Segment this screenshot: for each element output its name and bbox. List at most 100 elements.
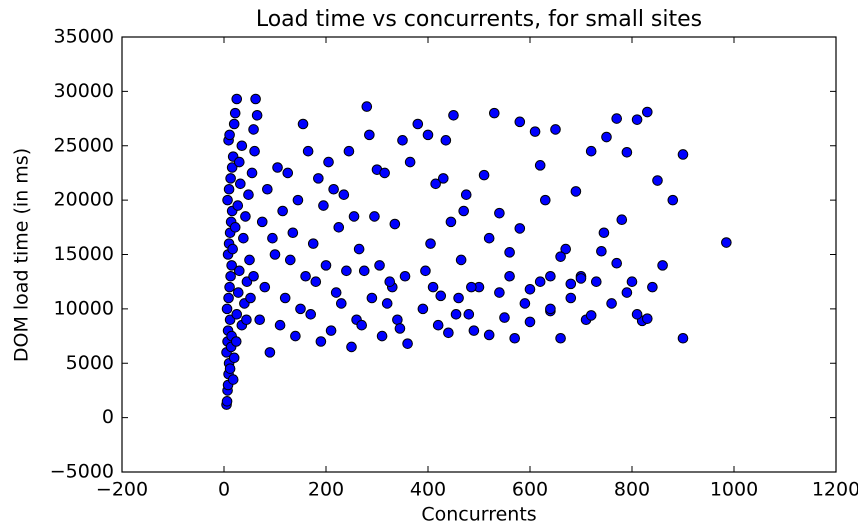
point (346, 341, 357, 353)
point (585, 145, 597, 157)
point (534, 160, 546, 171)
point (460, 189, 472, 200)
point (412, 118, 424, 130)
point (310, 276, 322, 287)
point (227, 243, 238, 255)
x-tick-label: −200 (96, 479, 148, 501)
point (225, 173, 236, 184)
point (440, 135, 452, 146)
point (229, 222, 241, 233)
point (389, 218, 401, 230)
x-tick-label: 1200 (812, 479, 858, 501)
point (315, 336, 327, 347)
point (374, 260, 385, 271)
point (364, 129, 375, 141)
point (381, 298, 393, 309)
point (545, 303, 556, 315)
point (565, 278, 577, 290)
point (228, 118, 240, 130)
point (545, 270, 556, 282)
point (295, 303, 306, 315)
point (333, 222, 345, 233)
y-tick-label: 5000 (66, 352, 114, 374)
point (404, 156, 416, 168)
y-tick-label: 30000 (54, 80, 114, 102)
point (601, 131, 612, 143)
point (313, 173, 324, 184)
point (300, 270, 311, 282)
point (677, 332, 689, 344)
y-tick-label: −5000 (50, 461, 114, 483)
point (232, 287, 244, 298)
point (226, 260, 237, 271)
point (450, 309, 462, 320)
point (611, 257, 623, 269)
point (356, 319, 368, 331)
point (642, 106, 653, 118)
point (348, 211, 360, 222)
point (251, 110, 263, 121)
point (235, 178, 246, 190)
x-tick-label: 200 (308, 479, 344, 501)
point (336, 298, 347, 309)
point (524, 284, 536, 295)
point (384, 276, 396, 287)
x-tick-label: 0 (218, 479, 230, 501)
point (320, 260, 332, 271)
point (259, 281, 271, 293)
point (555, 251, 566, 262)
point (287, 227, 299, 239)
y-tick-label: 10000 (54, 297, 114, 319)
point (290, 330, 301, 342)
point (647, 281, 658, 293)
point (631, 309, 643, 320)
x-tick-label: 600 (512, 479, 548, 501)
point (234, 156, 245, 168)
point (366, 292, 378, 304)
point (432, 319, 444, 331)
point (519, 298, 531, 309)
point (606, 298, 617, 309)
point (224, 129, 235, 141)
point (277, 205, 288, 217)
point (438, 173, 449, 184)
point (534, 276, 546, 287)
point (657, 260, 668, 271)
point (394, 323, 406, 334)
point (435, 290, 447, 302)
point (241, 314, 252, 326)
point (721, 237, 732, 248)
y-tick-label: 25000 (54, 134, 114, 156)
point (248, 124, 259, 135)
point (402, 338, 413, 349)
point (575, 273, 587, 284)
point (230, 336, 242, 347)
point (267, 232, 278, 244)
point (285, 254, 296, 266)
point (224, 281, 235, 293)
y-tick-label: 0 (102, 406, 114, 428)
point (272, 162, 283, 173)
point (514, 223, 526, 234)
point (297, 118, 309, 130)
point (598, 227, 610, 239)
x-tick-label: 1000 (710, 479, 758, 501)
point (232, 200, 244, 211)
point (524, 316, 536, 328)
point (358, 265, 370, 277)
point (611, 113, 623, 124)
point (282, 167, 294, 179)
point (250, 93, 261, 105)
x-axis-label: Concurrents (421, 504, 536, 526)
point (244, 254, 255, 266)
point (264, 347, 276, 358)
point (494, 207, 505, 219)
point (504, 270, 515, 282)
point (262, 183, 273, 195)
y-axis-label: DOM load time (in ms) (11, 148, 33, 362)
point (504, 247, 515, 258)
point (305, 309, 317, 320)
point (274, 319, 286, 331)
point (494, 287, 505, 298)
point (222, 194, 233, 206)
